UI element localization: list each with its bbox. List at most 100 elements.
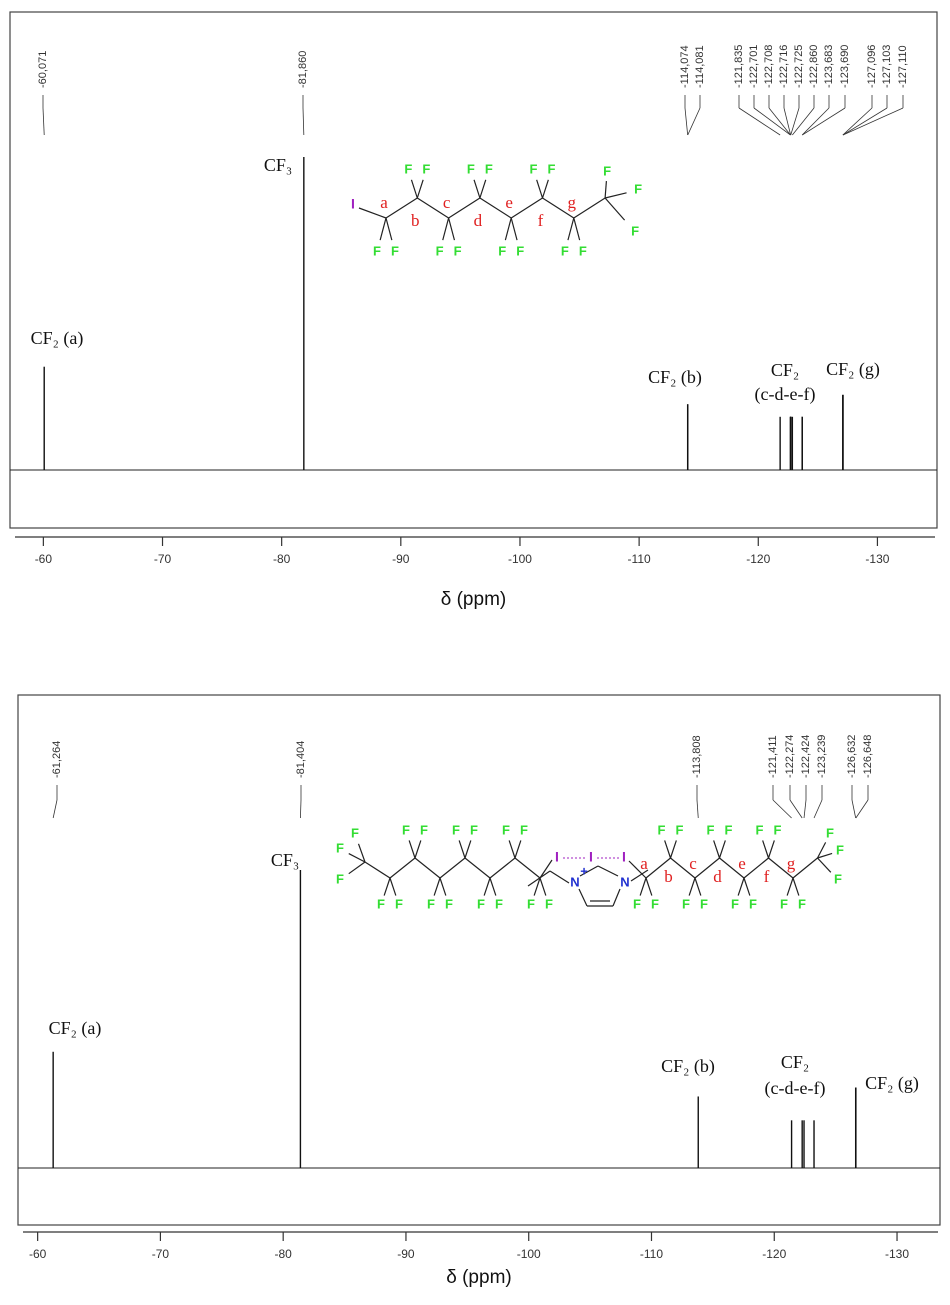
fluorine: F [826,825,834,840]
nitrogen: N [570,874,579,889]
annotation: CF₂ (g) [826,359,880,380]
fluorine: F [502,822,510,837]
peak-label: -122,701 [748,45,760,88]
bond [479,197,512,219]
annotation: (c-d-e-f) [765,1078,826,1099]
fluorine: F [467,161,475,176]
fluorine: F [749,896,757,911]
iodine: I [555,849,559,865]
iodine: I [351,196,355,212]
bond [645,857,671,879]
leader [802,107,846,136]
fluorine: F [436,243,444,258]
fluorine: F [631,223,639,238]
fluorine: F [548,161,556,176]
fluorine: F [634,181,642,196]
bond [573,217,581,241]
leader [813,799,823,819]
fluorine: F [756,822,764,837]
x-tick-label: -130 [885,1247,909,1261]
fluorine: F [658,822,666,837]
bond [439,857,466,879]
peak-label: -127,110 [897,45,909,88]
bond [357,843,366,863]
bond [479,179,487,199]
fluorine: F [485,161,493,176]
x-tick-label: -80 [275,1247,293,1261]
bond [527,870,551,887]
nitrogen: N [620,874,629,889]
bond [385,217,393,241]
fluorine: F [603,163,611,178]
peak-label: -126,648 [862,735,874,778]
leader [803,799,807,819]
bond [578,888,588,907]
carbon-label: d [713,867,722,886]
fluorine: F [579,243,587,258]
bond [604,192,627,199]
fluorine: F [633,896,641,911]
leader [52,799,58,819]
fluorine: F [676,822,684,837]
x-tick-label: -80 [273,552,291,566]
peak-label: -61,264 [51,741,63,778]
leader [687,107,701,136]
x-tick-label: -120 [746,552,770,566]
fluorine: F [351,825,359,840]
bond [510,217,518,241]
carbon-label: g [568,193,577,212]
iodide: I [589,849,593,865]
fluorine: F [404,161,412,176]
x-tick-label: -90 [392,552,410,566]
bond [358,207,387,219]
fluorine: F [516,243,524,258]
fluorine: F [336,840,344,855]
bond [383,877,391,896]
leader [855,799,869,819]
annotation: CF₂ (a) [49,1018,102,1039]
leader [842,107,904,136]
fluorine: F [530,161,538,176]
fluorine: F [373,243,381,258]
fluorine: F [780,896,788,911]
bond [639,877,647,896]
leader [768,107,791,136]
x-tick-label: -110 [640,1247,663,1261]
x-tick-label: -120 [762,1247,786,1261]
fluorine: F [445,896,453,911]
bond [483,877,491,896]
leader [42,107,45,136]
fluorine: F [561,243,569,258]
peak-label: -127,096 [866,45,878,88]
bond [786,877,794,896]
fluorine: F [527,896,535,911]
bond [508,840,516,859]
leader [783,107,792,136]
x-tick-label: -100 [508,552,532,566]
peak-label: -121,411 [767,735,779,778]
fluorine: F [774,822,782,837]
fluorine: F [336,871,344,886]
leader [842,107,888,136]
fluorine: F [402,822,410,837]
fluorine: F [520,822,528,837]
annotation: CF₃ [271,850,299,870]
bond [579,865,599,877]
x-tick-label: -110 [628,552,651,566]
bond [389,877,397,896]
carbon-label: c [443,193,451,212]
peak-label: -60,071 [37,51,49,88]
bond [542,197,575,219]
fluorine: F [495,896,503,911]
bond [737,877,745,896]
leader [772,799,792,819]
peak-label: -123,239 [816,735,828,778]
bond [533,877,541,896]
bond [718,840,726,859]
plot-frame [9,11,938,529]
peak-label: -122,708 [763,45,775,88]
bond [817,852,833,859]
bond [514,857,541,879]
fluorine: F [834,871,842,886]
bond [416,179,424,199]
